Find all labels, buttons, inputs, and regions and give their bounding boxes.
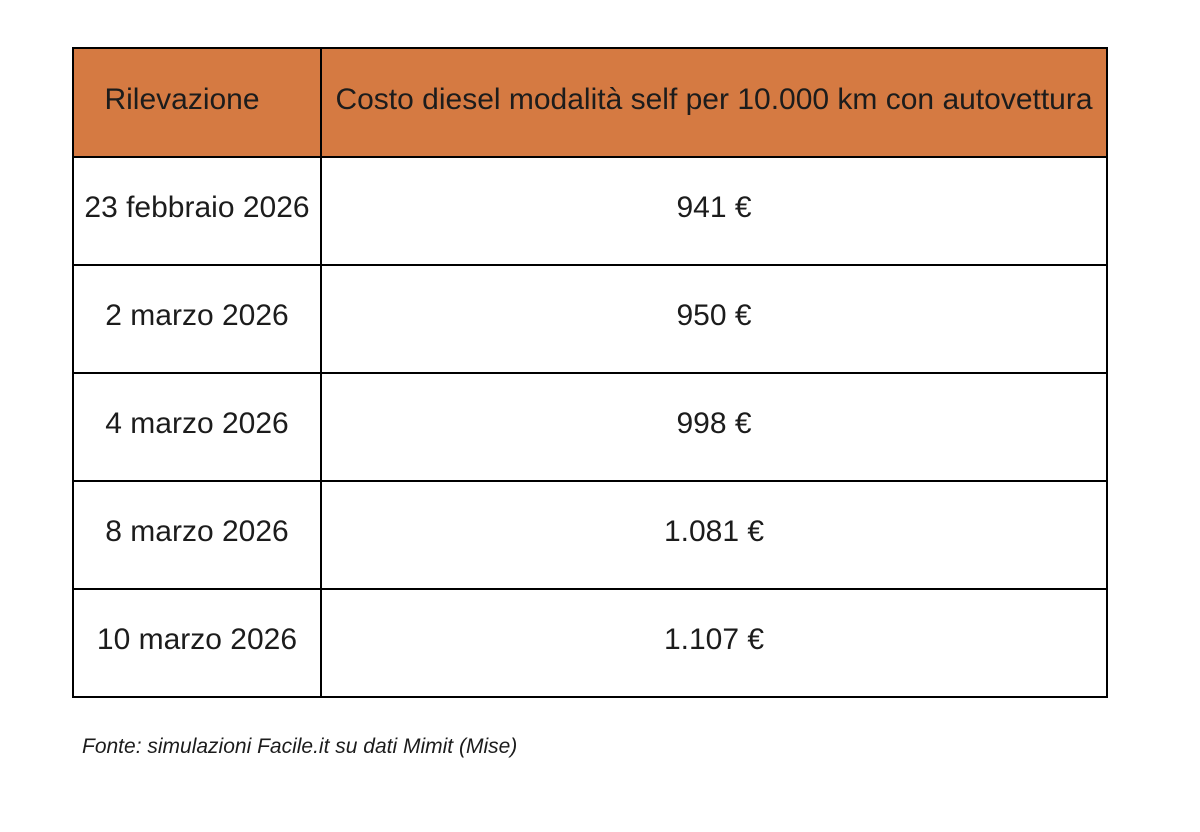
date-cell: 4 marzo 2026 [72, 372, 322, 482]
column-header-rilevazione: Rilevazione [72, 47, 322, 158]
date-cell: 10 marzo 2026 [72, 588, 322, 698]
table-row: 10 marzo 2026 1.107 € [72, 588, 1108, 698]
table-row: 8 marzo 2026 1.081 € [72, 480, 1108, 590]
table-row: 2 marzo 2026 950 € [72, 264, 1108, 374]
source-note: Fonte: simulazioni Facile.it su dati Mim… [82, 735, 518, 758]
date-cell: 23 febbraio 2026 [72, 156, 322, 266]
cost-cell: 1.081 € [320, 480, 1108, 590]
table-row: 23 febbraio 2026 941 € [72, 156, 1108, 266]
header-row: Rilevazione Costo diesel modalità self p… [72, 47, 1108, 158]
cost-cell: 998 € [320, 372, 1108, 482]
cost-cell: 950 € [320, 264, 1108, 374]
cost-cell: 1.107 € [320, 588, 1108, 698]
date-cell: 2 marzo 2026 [72, 264, 322, 374]
date-cell: 8 marzo 2026 [72, 480, 322, 590]
fuel-cost-table: Rilevazione Costo diesel modalità self p… [72, 47, 1108, 698]
cost-cell: 941 € [320, 156, 1108, 266]
table-row: 4 marzo 2026 998 € [72, 372, 1108, 482]
column-header-costo: Costo diesel modalità self per 10.000 km… [320, 47, 1108, 158]
